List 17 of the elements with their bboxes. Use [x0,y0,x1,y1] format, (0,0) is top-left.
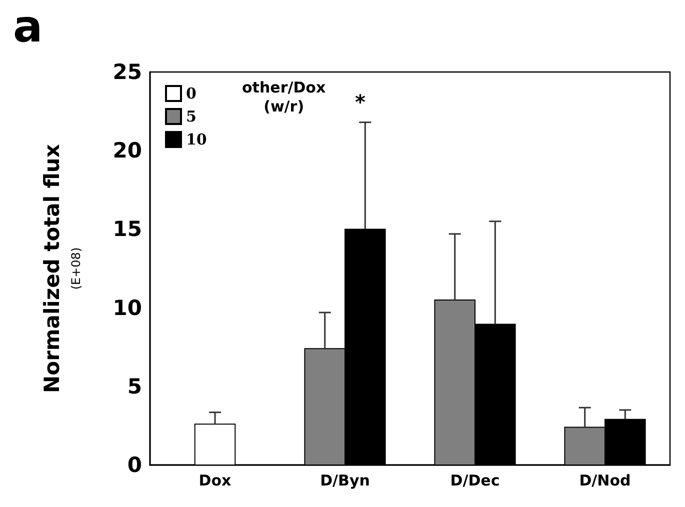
y-tick-label: 20 [112,138,142,163]
y-tick-label: 25 [112,60,142,84]
y-tick-label: 15 [112,217,142,242]
x-tick-label: Dox [198,472,232,490]
legend-label: 5 [186,108,196,126]
legend-label: 0 [186,84,196,102]
legend-title: other/Dox (w/r) [242,78,326,116]
y-tick-label: 10 [112,296,142,320]
legend-label: 10 [186,130,207,148]
y-axis-title: Normalized total flux (E+08) [40,144,83,393]
y-tick-label: 5 [127,374,142,398]
y-tick-label: 0 [127,453,142,477]
annotation: * [355,90,366,114]
chart-title: a [13,2,43,52]
x-tick-label: D/Byn [320,472,370,490]
x-tick-label: D/Nod [579,472,631,490]
x-tick-label: D/Dec [450,472,500,490]
